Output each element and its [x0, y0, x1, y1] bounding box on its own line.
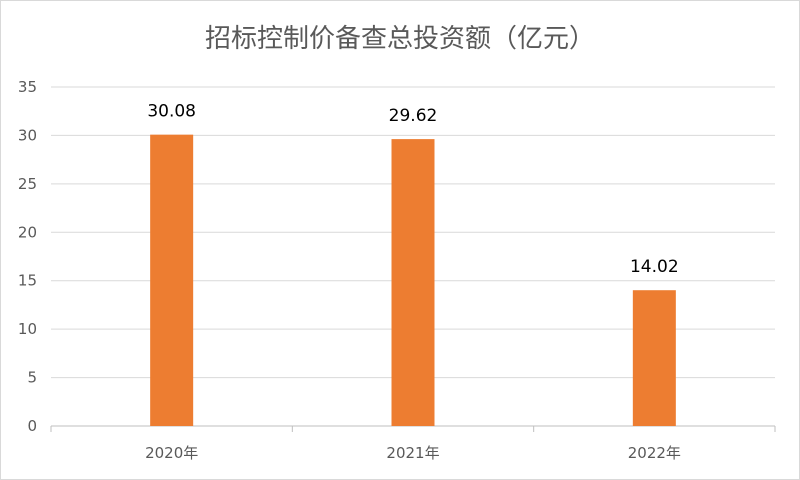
data-label: 30.08: [147, 102, 196, 122]
y-tick-label: 5: [27, 369, 37, 387]
data-label: 14.02: [630, 257, 679, 277]
data-label: 29.62: [389, 106, 438, 126]
y-tick-label: 35: [18, 78, 37, 96]
x-category-label: 2020年: [145, 444, 198, 462]
bar: [632, 290, 676, 426]
bar: [150, 134, 194, 426]
y-tick-label: 20: [18, 223, 37, 241]
x-axis-categories: 2020年 2021年 2022年: [145, 444, 681, 462]
data-labels: 30.08 29.62 14.02: [147, 102, 678, 278]
chart-title: 招标控制价备查总投资额（亿元）: [205, 24, 595, 54]
x-category-label: 2021年: [386, 444, 439, 462]
y-axis-ticks: 0 5 10 15 20 25 30 35: [18, 78, 37, 435]
x-category-label: 2022年: [628, 444, 681, 462]
y-tick-label: 0: [27, 417, 37, 435]
y-tick-label: 25: [18, 175, 37, 193]
y-tick-label: 30: [18, 126, 37, 144]
bar: [391, 139, 435, 427]
y-tick-label: 15: [18, 272, 37, 290]
bars: [150, 134, 676, 427]
y-tick-label: 10: [18, 320, 37, 338]
